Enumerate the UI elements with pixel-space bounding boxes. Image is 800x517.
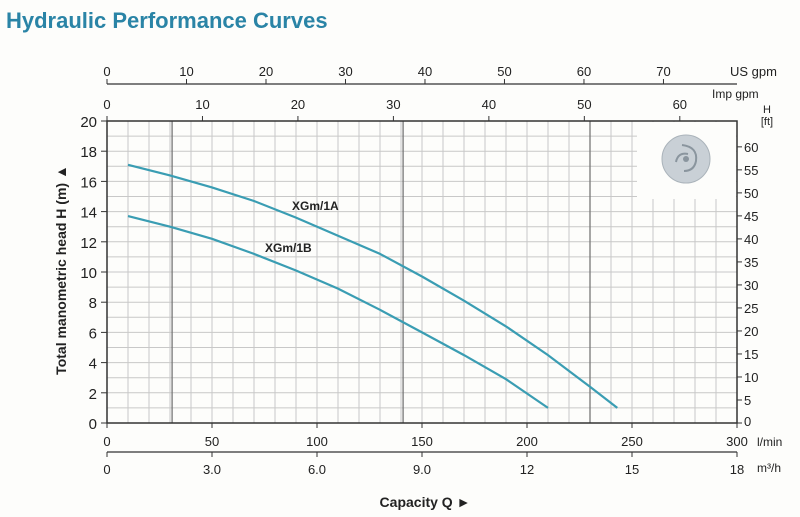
- imp-gpm-tick-label: 50: [577, 97, 591, 112]
- us-gpm-tick-label: 10: [179, 64, 193, 79]
- ft-tick-label: 25: [744, 301, 758, 316]
- imp-gpm-unit-label: Imp gpm: [712, 87, 759, 101]
- y-tick-label: 16: [80, 174, 97, 191]
- us-gpm-tick-label: 0: [103, 64, 110, 79]
- series-label: XGm/1A: [292, 199, 339, 213]
- imp-gpm-tick-label: 30: [386, 97, 400, 112]
- m3h-tick-label: 12: [520, 462, 534, 477]
- ft-tick-label: 45: [744, 209, 758, 224]
- y-tick-label: 0: [89, 416, 97, 433]
- x-axis-title: Capacity Q ►: [380, 494, 471, 510]
- x-unit-label: l/min: [757, 435, 782, 449]
- x-tick-label: 0: [103, 434, 110, 449]
- y-tick-label: 6: [89, 325, 97, 342]
- ft-tick-label: 5: [744, 393, 751, 408]
- y-tick-label: 20: [80, 114, 97, 131]
- ft-tick-label: 50: [744, 186, 758, 201]
- m3h-tick-label: 0: [103, 462, 110, 477]
- chart-title: Hydraulic Performance Curves: [6, 8, 328, 33]
- m3h-tick-label: 9.0: [413, 462, 431, 477]
- ft-tick-label: 35: [744, 255, 758, 270]
- us-gpm-tick-label: 60: [577, 64, 591, 79]
- ft-tick-label: 40: [744, 232, 758, 247]
- ft-axis-label-h: H: [763, 104, 771, 116]
- series-label: XGm/1B: [265, 241, 312, 255]
- us-gpm-tick-label: 40: [418, 64, 432, 79]
- x-tick-label: 100: [306, 434, 328, 449]
- y-tick-label: 12: [80, 235, 97, 252]
- x-tick-label: 50: [205, 434, 219, 449]
- m3h-tick-label: 18: [730, 462, 744, 477]
- us-gpm-tick-label: 70: [656, 64, 670, 79]
- x-tick-label: 250: [621, 434, 643, 449]
- x-tick-label: 150: [411, 434, 433, 449]
- y-tick-label: 4: [89, 356, 97, 373]
- y-tick-label: 18: [80, 144, 97, 161]
- impeller-hub-icon: [683, 156, 689, 162]
- ft-tick-label: 20: [744, 324, 758, 339]
- x-tick-label: 200: [516, 434, 538, 449]
- x-tick-label: 300: [726, 434, 748, 449]
- y-tick-label: 14: [80, 205, 97, 222]
- y-axis-title: Total manometric head H (m) ▲: [53, 165, 69, 375]
- m3h-tick-label: 15: [625, 462, 639, 477]
- y-tick-label: 10: [80, 265, 97, 282]
- ft-tick-label: 15: [744, 347, 758, 362]
- m3h-unit-label: m³/h: [757, 461, 781, 475]
- imp-gpm-tick-label: 0: [103, 97, 110, 112]
- m3h-tick-label: 3.0: [203, 462, 221, 477]
- ft-tick-label: 30: [744, 278, 758, 293]
- y-tick-label: 2: [89, 386, 97, 403]
- ft-tick-label: 10: [744, 370, 758, 385]
- curve-xgm-1a: [127, 163, 618, 409]
- ft-tick-label: 60: [744, 140, 758, 155]
- ft-tick-label: 0: [744, 414, 751, 429]
- us-gpm-tick-label: 50: [497, 64, 511, 79]
- imp-gpm-tick-label: 20: [291, 97, 305, 112]
- impeller-vane-icon: [675, 144, 698, 172]
- us-gpm-unit-label: US gpm: [730, 64, 777, 79]
- us-gpm-tick-label: 20: [259, 64, 273, 79]
- ft-axis-label-unit: [ft]: [761, 116, 773, 128]
- y-tick-label: 8: [89, 295, 97, 312]
- us-gpm-tick-label: 30: [338, 64, 352, 79]
- imp-gpm-tick-label: 60: [673, 97, 687, 112]
- imp-gpm-tick-label: 10: [195, 97, 209, 112]
- ft-tick-label: 55: [744, 163, 758, 178]
- m3h-tick-label: 6.0: [308, 462, 326, 477]
- imp-gpm-tick-label: 40: [482, 97, 496, 112]
